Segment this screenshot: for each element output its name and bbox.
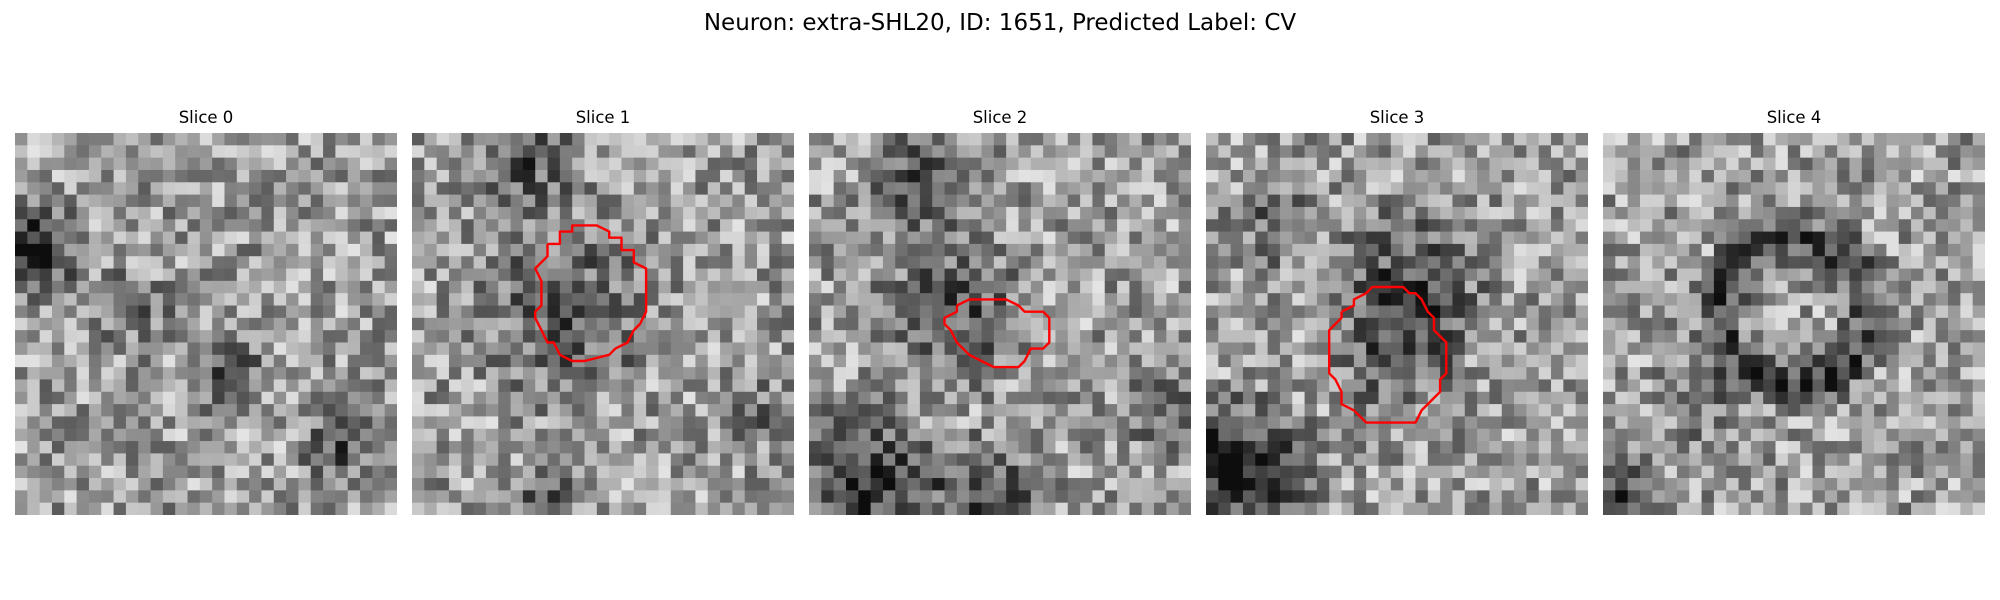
pixel-grid: [1603, 133, 1985, 515]
slice-panel-0: Slice 0: [15, 107, 397, 515]
slice-image-0: [15, 133, 397, 515]
slice-title: Slice 2: [972, 108, 1028, 127]
slice-image-1: [412, 133, 794, 515]
pixel-grid: [15, 133, 397, 515]
pixel-grid: [809, 133, 1191, 515]
slice-panel-1: Slice 1: [412, 107, 794, 515]
slice-image-2: [809, 133, 1191, 515]
pixel-grid: [412, 133, 794, 515]
slice-title: Slice 3: [1369, 108, 1425, 127]
slice-title: Slice 1: [575, 108, 631, 127]
slice-title: Slice 0: [178, 108, 234, 127]
slice-image-3: [1206, 133, 1588, 515]
slice-panel-3: Slice 3: [1206, 107, 1588, 515]
pixel-grid: [1206, 133, 1588, 515]
slice-panel-4: Slice 4: [1603, 107, 1985, 515]
roi-contour: [533, 224, 648, 363]
slice-panel-2: Slice 2: [809, 107, 1191, 515]
roi-contour: [943, 298, 1051, 369]
figure-title: Neuron: extra-SHL20, ID: 1651, Predicted…: [703, 10, 1297, 36]
slice-image-4: [1603, 133, 1985, 515]
slice-title: Slice 4: [1766, 108, 1822, 127]
roi-contour: [1327, 285, 1448, 424]
